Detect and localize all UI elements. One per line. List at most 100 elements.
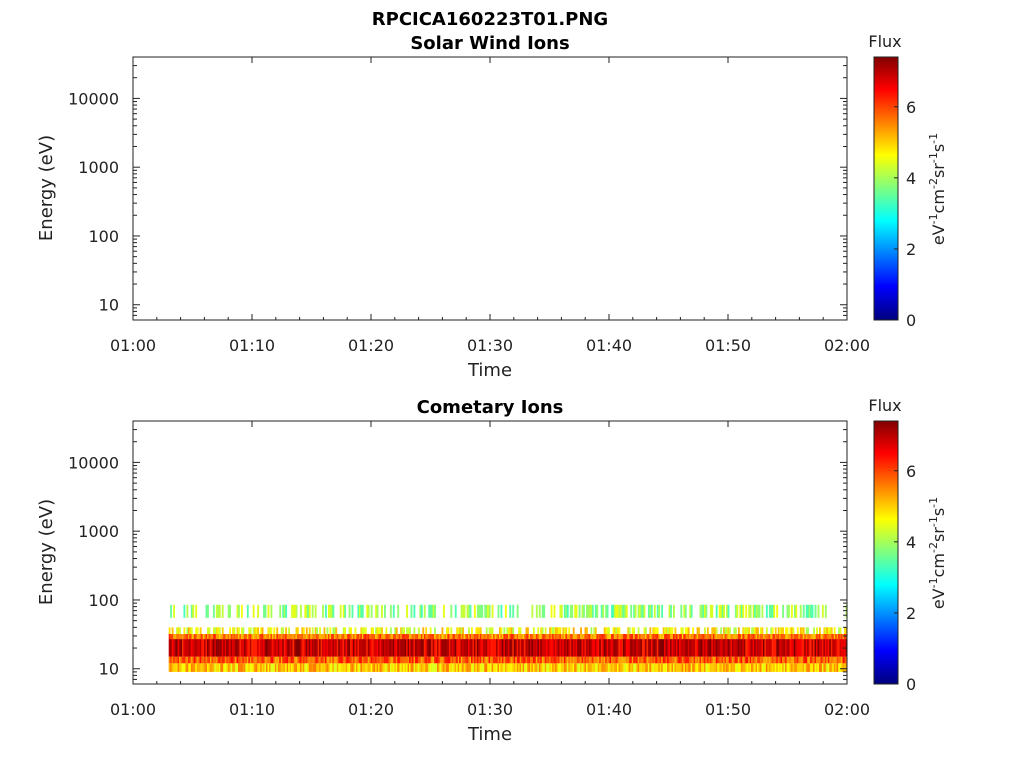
heatmap-cell <box>353 656 355 664</box>
heatmap-cell <box>599 634 602 640</box>
heatmap-cell <box>535 634 538 640</box>
heatmap-cell <box>699 656 702 664</box>
colorbar-segment <box>874 589 898 593</box>
colorbar-segment <box>874 605 898 608</box>
heatmap-cell <box>307 604 310 618</box>
heatmap-cell <box>673 634 675 640</box>
heatmap-cell <box>409 627 411 634</box>
heatmap-cell <box>434 639 436 657</box>
heatmap-cell <box>378 639 380 657</box>
heatmap-cell <box>211 634 214 640</box>
heatmap-cell <box>189 639 192 657</box>
heatmap-cell <box>351 604 354 618</box>
heatmap-cell <box>504 656 507 664</box>
heatmap-cell <box>678 634 681 640</box>
heatmap-cell <box>212 663 215 672</box>
heatmap-cell <box>602 604 605 618</box>
colorbar-segment <box>874 201 898 205</box>
heatmap-cell <box>207 627 209 634</box>
heatmap-cell <box>401 656 404 664</box>
heatmap-cell <box>674 639 677 657</box>
heatmap-cell <box>285 639 288 657</box>
colorbar-segment <box>874 442 898 446</box>
heatmap-cell <box>686 656 689 664</box>
heatmap-cell <box>557 663 560 672</box>
heatmap-cell <box>845 627 848 634</box>
heatmap-cell <box>703 656 706 664</box>
colorbar-segment <box>874 197 898 200</box>
heatmap-cell <box>736 656 739 664</box>
heatmap-cell <box>574 634 577 640</box>
heatmap-cell <box>314 604 317 618</box>
heatmap-cell <box>549 663 552 672</box>
heatmap-cell <box>379 663 382 672</box>
heatmap-cell <box>470 639 473 657</box>
heatmap-cell <box>341 634 344 640</box>
heatmap-cell <box>260 663 262 672</box>
heatmap-cell <box>351 656 354 664</box>
heatmap-cell <box>479 627 482 634</box>
heatmap-cell <box>611 634 613 640</box>
heatmap-cell <box>793 663 796 672</box>
heatmap-cell <box>557 634 560 640</box>
colorbar-segment <box>874 616 898 619</box>
heatmap-cell <box>830 639 833 657</box>
heatmap-cell <box>541 656 544 664</box>
heatmap-cell <box>268 627 271 634</box>
heatmap-cell <box>249 656 252 664</box>
heatmap-cell <box>260 634 262 640</box>
heatmap-cell <box>288 663 291 672</box>
colorbar-segment <box>874 449 898 453</box>
heatmap-cell <box>248 663 251 672</box>
heatmap-cell <box>432 634 435 640</box>
heatmap-cell <box>296 656 299 664</box>
heatmap-cell <box>805 627 808 634</box>
heatmap-cell <box>493 656 495 664</box>
heatmap-cell <box>547 663 550 672</box>
heatmap-cell <box>170 663 173 672</box>
heatmap-cell <box>176 639 178 657</box>
heatmap-cell <box>230 656 233 664</box>
heatmap-cell <box>788 656 790 664</box>
colorbar-segment <box>874 517 898 521</box>
colorbar-segment <box>874 574 898 578</box>
heatmap-cell <box>833 639 836 657</box>
heatmap-cell <box>705 656 708 664</box>
heatmap-cell <box>640 663 643 672</box>
heatmap-cell <box>257 663 260 672</box>
heatmap-cell <box>593 627 596 634</box>
heatmap-cell <box>805 634 808 640</box>
heatmap-cell <box>689 634 692 640</box>
heatmap-cell <box>627 663 630 672</box>
heatmap-cell <box>469 656 472 664</box>
heatmap-cell <box>414 634 417 640</box>
heatmap-cell <box>463 663 466 672</box>
heatmap-cell <box>774 663 777 672</box>
heatmap-cell <box>289 656 292 664</box>
heatmap-cell <box>177 663 180 672</box>
colorbar-segment <box>874 278 898 282</box>
heatmap-cell <box>690 656 693 664</box>
heatmap-cell <box>403 656 406 664</box>
heatmap-cell <box>516 634 519 640</box>
heatmap-cell <box>348 656 351 664</box>
heatmap-cell <box>670 663 672 672</box>
heatmap-cell <box>286 634 289 640</box>
heatmap-cell <box>168 634 171 640</box>
heatmap-cell <box>782 634 784 640</box>
heatmap-cell <box>771 604 774 618</box>
heatmap-cell <box>193 634 196 640</box>
heatmap-cell <box>388 634 391 640</box>
heatmap-cell <box>361 627 364 634</box>
heatmap-cell <box>720 639 723 657</box>
heatmap-cell <box>468 634 470 640</box>
heatmap-cell <box>799 627 802 634</box>
heatmap-cell <box>783 639 786 657</box>
heatmap-cell <box>652 639 655 657</box>
heatmap-cell <box>510 639 513 657</box>
heatmap-cell <box>314 656 317 664</box>
heatmap-cell <box>556 656 559 664</box>
heatmap-cell <box>450 656 453 664</box>
heatmap-cell <box>751 656 754 664</box>
heatmap-cell <box>444 663 447 672</box>
